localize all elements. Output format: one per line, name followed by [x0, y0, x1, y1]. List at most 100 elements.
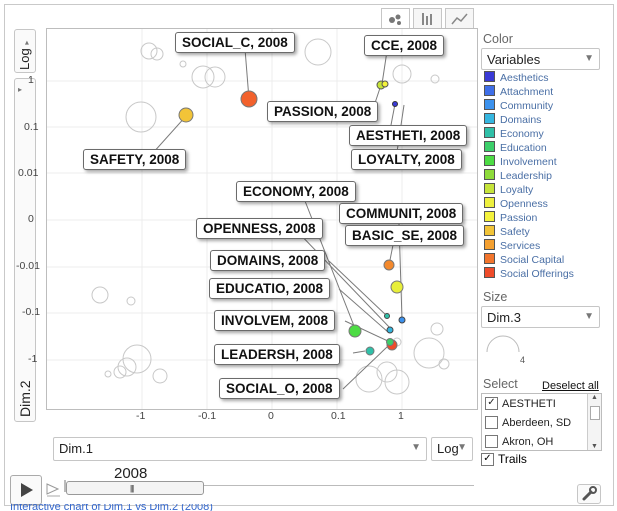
legend-item[interactable]: Involvement: [484, 155, 557, 168]
y-scale-label: Log: [17, 48, 32, 70]
background-bubble: [91, 286, 109, 304]
background-bubble: [104, 370, 112, 378]
line-chart-button[interactable]: [445, 8, 474, 29]
legend-item[interactable]: Safety: [484, 225, 530, 238]
legend-label: Domains: [500, 114, 542, 126]
legend-item[interactable]: Community: [484, 99, 553, 112]
bubble-label[interactable]: ECONOMY, 2008: [236, 181, 356, 202]
trails-toggle[interactable]: ✓ Trails: [481, 452, 527, 466]
x-tick-label: 0: [268, 410, 274, 422]
bubble-label[interactable]: DOMAINS, 2008: [210, 250, 326, 271]
background-bubble: [392, 64, 412, 84]
bubble-label[interactable]: EDUCATIO, 2008: [209, 278, 331, 299]
plot-area[interactable]: SOCIAL_C, 2008 CCE, 2008 PASSION, 2008 A…: [46, 28, 478, 410]
size-select[interactable]: Dim.3 ▼: [481, 306, 600, 328]
list-item[interactable]: Aberdeen, SD: [482, 413, 601, 432]
legend-item[interactable]: Education: [484, 141, 547, 154]
y-tick-label: -0.01: [16, 260, 40, 272]
legend-item[interactable]: Social Offerings: [484, 267, 574, 280]
list-item[interactable]: ✓ AESTHETI: [482, 394, 601, 413]
legend-item[interactable]: Economy: [484, 127, 544, 140]
aesthetics-bubble: [392, 101, 398, 107]
label-pointer: [352, 350, 366, 354]
color-select[interactable]: Variables ▼: [481, 48, 600, 70]
y-scale-button[interactable]: Log ▸: [14, 29, 36, 73]
bar-chart-button[interactable]: [413, 8, 442, 29]
legend-item[interactable]: Attachment: [484, 85, 553, 98]
timeline-year: 2008: [114, 465, 148, 482]
background-bubble: [150, 47, 164, 61]
speed-control[interactable]: [46, 481, 62, 502]
list-item-label: Aberdeen, SD: [502, 416, 572, 429]
settings-button[interactable]: [577, 484, 601, 504]
legend-item[interactable]: Services: [484, 239, 540, 252]
scroll-thumb[interactable]: [590, 406, 600, 420]
speed-icon: [46, 483, 60, 497]
bubble-label[interactable]: LOYALTY, 2008: [351, 149, 462, 170]
background-bubble: [117, 357, 137, 377]
color-panel-title: Color: [483, 32, 513, 46]
legend-label: Openness: [500, 198, 548, 210]
legend-item[interactable]: Domains: [484, 113, 541, 126]
background-bubble: [413, 337, 445, 369]
timeline-track[interactable]: [64, 485, 474, 486]
bubble-chart-button[interactable]: [381, 8, 410, 29]
checkbox-icon[interactable]: [485, 416, 498, 429]
play-button[interactable]: [10, 475, 42, 505]
trails-label: Trails: [498, 452, 527, 466]
label-pointer: [390, 103, 396, 126]
bubble-label[interactable]: LEADERSH, 2008: [214, 344, 340, 365]
x-scale-select[interactable]: Log ▼: [431, 437, 473, 461]
legend-label: Social Capital: [500, 254, 565, 266]
background-bubble: [152, 368, 168, 384]
legend-item[interactable]: Loyalty: [484, 183, 533, 196]
bubble-chart-icon: [389, 14, 401, 25]
legend-item[interactable]: Aesthetics: [484, 71, 548, 84]
checkbox-checked-icon[interactable]: ✓: [481, 452, 494, 466]
checkbox-checked-icon[interactable]: ✓: [485, 397, 498, 410]
scroll-up-icon[interactable]: ▲: [591, 394, 598, 401]
legend-item[interactable]: Openness: [484, 197, 548, 210]
label-pointer: [294, 228, 392, 330]
select-list[interactable]: ✓ AESTHETI Aberdeen, SD Akron, OH ▲ ▼: [481, 393, 602, 451]
legend-swatch: [484, 169, 495, 180]
safety-bubble: [178, 107, 194, 123]
list-item[interactable]: Akron, OH: [482, 432, 601, 450]
x-axis-title: Dim.1: [59, 441, 93, 456]
legend-swatch: [484, 225, 495, 236]
legend-item[interactable]: Leadership: [484, 169, 552, 182]
bubble-label[interactable]: SOCIAL_O, 2008: [219, 378, 340, 399]
bubble-label[interactable]: COMMUNIT, 2008: [339, 203, 464, 224]
legend-label: Services: [500, 240, 541, 252]
bubble-label[interactable]: SOCIAL_C, 2008: [175, 32, 295, 53]
legend-item[interactable]: Passion: [484, 211, 537, 224]
bubble-label[interactable]: AESTHETI, 2008: [349, 125, 468, 146]
size-indicator: [486, 335, 520, 353]
scroll-down-icon[interactable]: ▼: [591, 443, 598, 450]
bubble-label[interactable]: SAFETY, 2008: [83, 149, 187, 170]
footer-link[interactable]: Interactive chart of Dim.1 vs Dim.2 (200…: [10, 504, 213, 511]
legend-swatch: [484, 253, 495, 264]
bar-chart-icon: [422, 13, 432, 25]
bubble-label[interactable]: INVOLVEM, 2008: [214, 310, 336, 331]
bubble-label[interactable]: OPENNESS, 2008: [196, 218, 323, 239]
y-tick-label: -1: [28, 353, 38, 365]
list-scrollbar[interactable]: ▲ ▼: [587, 394, 601, 450]
y-tick-label: 1: [28, 74, 34, 86]
label-pointer: [151, 114, 188, 155]
y-axis-title-button[interactable]: ▸ Dim.2: [14, 78, 36, 422]
bubble-label[interactable]: PASSION, 2008: [267, 101, 379, 122]
x-axis-select[interactable]: Dim.1 ▼: [53, 437, 427, 461]
domains-bubble: [386, 326, 394, 334]
timeline-slider-thumb[interactable]: |||: [66, 481, 204, 495]
deselect-all-link[interactable]: Deselect all: [542, 380, 599, 392]
legend-label: Attachment: [500, 86, 554, 98]
involvement-bubble: [348, 324, 362, 338]
legend-item[interactable]: Social Capital: [484, 253, 564, 266]
legend-label: Economy: [500, 128, 544, 140]
x-tick-label: 1: [398, 410, 404, 422]
bubble-label[interactable]: CCE, 2008: [364, 35, 445, 56]
timeline-start-tick: [64, 480, 66, 492]
bubble-label[interactable]: BASIC_SE, 2008: [345, 225, 465, 246]
checkbox-icon[interactable]: [485, 435, 498, 448]
